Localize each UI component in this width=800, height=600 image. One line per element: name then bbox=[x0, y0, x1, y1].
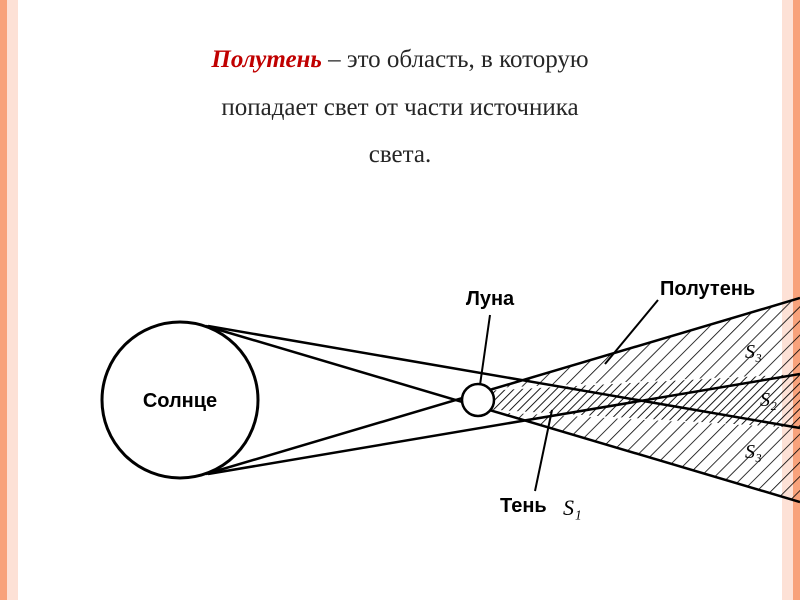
stripe-light bbox=[7, 0, 18, 600]
stripe-dark bbox=[0, 0, 7, 600]
penumbra-s3-upper: S₃ bbox=[745, 341, 762, 363]
definition-line2: попадает свет от части источника bbox=[221, 94, 578, 121]
definition-text: Полутень – это область, в которую попада… bbox=[30, 36, 770, 179]
penumbra-label: Полутень bbox=[660, 278, 755, 300]
shadow-diagram: Солнце Луна Полутень Тень S₁ S₃ S₂ S₃ bbox=[60, 240, 800, 580]
term-penumbra: Полутень bbox=[211, 46, 321, 73]
left-decor-stripes bbox=[0, 0, 18, 600]
penumbra-s3-lower: S₃ bbox=[745, 441, 762, 463]
moon-circle bbox=[462, 384, 494, 416]
umbra-label: Тень bbox=[500, 495, 547, 517]
content-area: Полутень – это область, в которую попада… bbox=[30, 0, 770, 600]
umbra-s1: S₁ bbox=[563, 495, 582, 520]
moon-label: Луна bbox=[466, 288, 515, 310]
sun-label: Солнце bbox=[143, 390, 217, 412]
definition-part1: – это область, в которую bbox=[322, 46, 589, 73]
penumbra-s2: S₂ bbox=[760, 389, 777, 411]
definition-line3: света. bbox=[369, 141, 431, 168]
diagram-svg: Солнце Луна Полутень Тень S₁ S₃ S₂ S₃ bbox=[60, 240, 800, 580]
